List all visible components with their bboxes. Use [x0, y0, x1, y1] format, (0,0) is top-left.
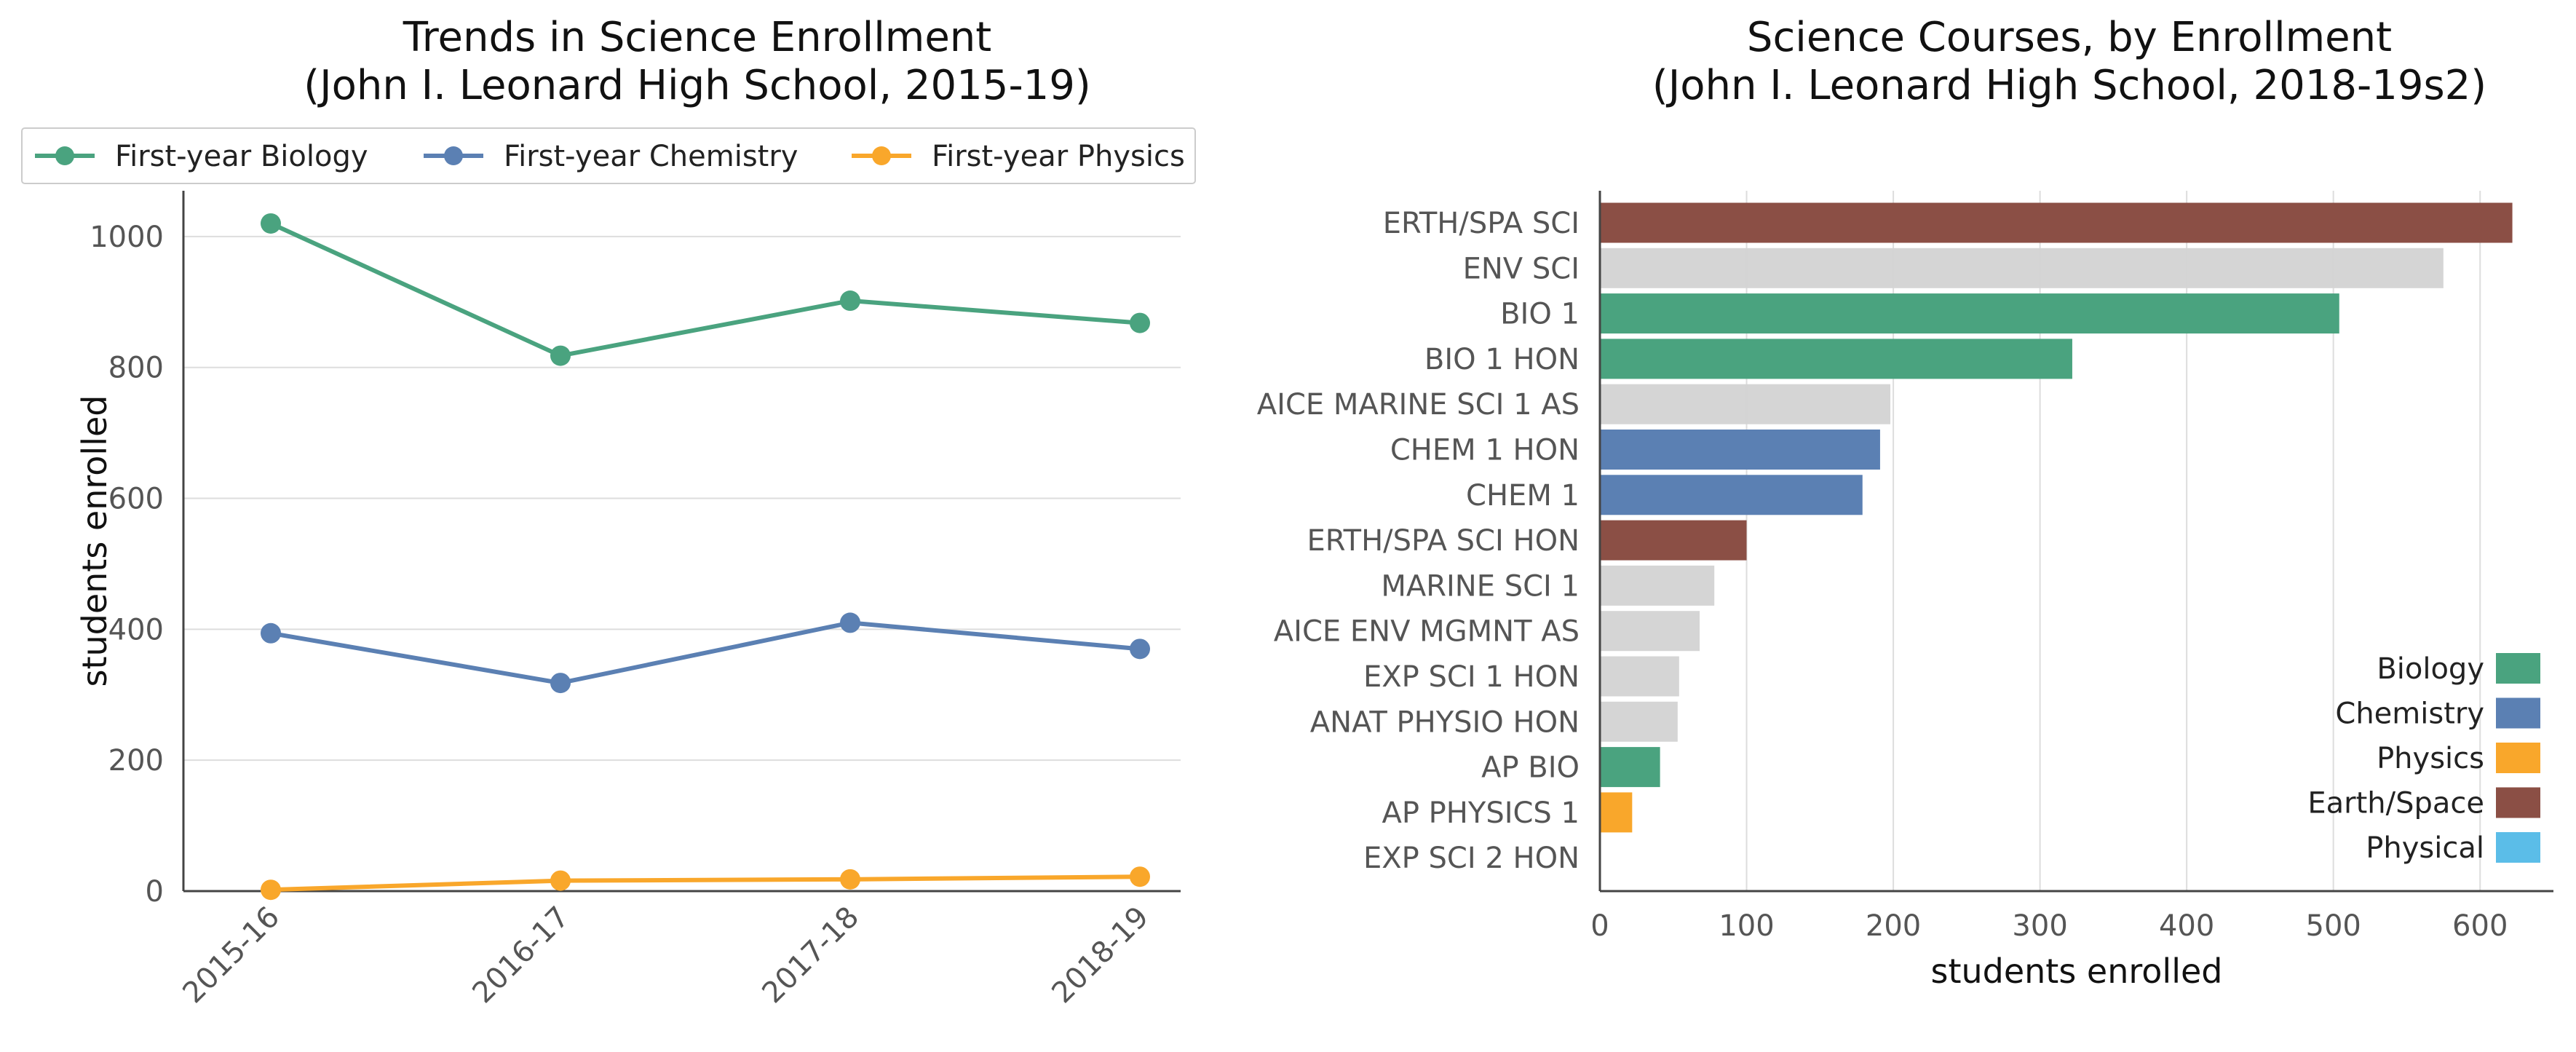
- bar-3: [1600, 339, 2072, 379]
- line-chart-y-tick-label: 400: [108, 613, 164, 646]
- bar-category-label: AP PHYSICS 1: [1382, 796, 1580, 830]
- line-chart-y-tick-label: 200: [108, 744, 164, 778]
- bar-chart-x-tick-label: 400: [2159, 909, 2214, 943]
- bar-legend-label-1: Chemistry: [2335, 697, 2484, 731]
- bar-chart-x-tick-label: 300: [2012, 909, 2067, 943]
- bar-legend-swatch-2: [2496, 743, 2540, 773]
- line-chart: Trends in Science Enrollment (John I. Le…: [21, 14, 1196, 1011]
- bar-chart-title-line2: (John I. Leonard High School, 2018-19s2): [1652, 62, 2486, 109]
- bar-4: [1600, 384, 1891, 424]
- line-point-2-3: [1130, 866, 1150, 887]
- line-point-1-3: [1130, 638, 1150, 660]
- line-chart-x-tick-label: 2018-19: [1045, 901, 1155, 1011]
- bar-13: [1600, 792, 1633, 833]
- bar-12: [1600, 747, 1660, 788]
- line-series-2: [270, 874, 1141, 893]
- line-point-0-0: [261, 213, 281, 234]
- bar-legend-label-4: Physical: [2366, 831, 2484, 865]
- bar-chart-x-tick-label: 500: [2306, 909, 2361, 943]
- bar-legend-swatch-3: [2496, 787, 2540, 818]
- bar-9: [1600, 611, 1700, 652]
- bar-6: [1600, 475, 1863, 515]
- bar-chart-category-labels: ERTH/SPA SCI ENV SCI BIO 1 BIO 1 HON AICE MA…: [1257, 207, 1580, 875]
- line-chart-y-tick-label: 800: [108, 352, 164, 385]
- line-chart-x-tick-label: 2015-16: [176, 901, 286, 1011]
- line-point-1-2: [840, 612, 860, 633]
- bar-category-label: ERTH/SPA SCI: [1383, 207, 1580, 240]
- line-point-1-1: [550, 673, 571, 694]
- bar-2: [1600, 293, 2339, 334]
- bar-category-label: CHEM 1 HON: [1390, 434, 1580, 467]
- line-chart-y-tick-label: 600: [108, 483, 164, 516]
- legend-marker-2: [872, 146, 891, 165]
- bar-chart-x-tick-label: 200: [1866, 909, 1921, 943]
- line-point-0-1: [550, 345, 571, 366]
- bar-legend-swatch-4: [2496, 832, 2540, 863]
- bar-category-label: AP BIO: [1481, 751, 1580, 785]
- line-chart-x-tick-label: 2016-17: [466, 901, 576, 1011]
- bar-10: [1600, 656, 1679, 697]
- line-point-0-3: [1130, 312, 1150, 333]
- bar-1: [1600, 248, 2444, 288]
- bar-8: [1600, 565, 1715, 606]
- line-chart-axes: [182, 191, 1181, 893]
- bar-7: [1600, 520, 1747, 561]
- bar-legend-label-0: Biology: [2377, 652, 2484, 686]
- line-chart-series: [261, 213, 1150, 901]
- bar-chart-axes: [1598, 191, 2553, 893]
- line-chart-legend: First-year Biology First-year Chemistry Fi…: [21, 127, 1196, 184]
- line-chart-legend-frame: [21, 127, 1196, 184]
- legend-label-0: First-year Biology: [115, 140, 368, 173]
- bar-chart: Science Courses, by Enrollment (John I. …: [1257, 14, 2553, 991]
- bar-chart-bars: [1600, 202, 2513, 833]
- legend-label-2: First-year Physics: [932, 140, 1185, 173]
- line-chart-y-tick-label: 1000: [90, 221, 164, 254]
- bar-category-label: EXP SCI 2 HON: [1363, 842, 1580, 875]
- bar-category-label: ANAT PHYSIO HON: [1310, 705, 1580, 739]
- bar-category-label: BIO 1 HON: [1424, 343, 1580, 376]
- line-chart-y-tick-label: 0: [146, 875, 164, 909]
- line-chart-gridlines: [183, 235, 1181, 762]
- bar-11: [1600, 701, 1678, 742]
- line-point-2-0: [261, 879, 281, 901]
- bar-legend-swatch-1: [2496, 697, 2540, 729]
- legend-marker-0: [55, 146, 74, 165]
- line-point-1-0: [261, 622, 281, 644]
- bar-chart-legend: Biology Chemistry Physics Earth/Space Physic…: [2307, 652, 2540, 865]
- bar-category-label: CHEM 1: [1466, 479, 1580, 513]
- bar-chart-x-label: students enrolled: [1931, 952, 2223, 991]
- bar-chart-x-tick-label: 0: [1590, 909, 1609, 943]
- bar-legend-label-3: Earth/Space: [2307, 787, 2484, 820]
- legend-marker-1: [444, 146, 463, 165]
- bar-category-label: AICE ENV MGMNT AS: [1274, 615, 1580, 649]
- bar-chart-title-line1: Science Courses, by Enrollment: [1747, 14, 2392, 61]
- bar-chart-x-tick-label: 600: [2452, 909, 2508, 943]
- bar-legend-swatch-0: [2496, 653, 2540, 684]
- legend-label-1: First-year Chemistry: [504, 140, 798, 173]
- line-chart-x-ticks: 2015-16 2016-17 2017-18 2018-19: [176, 901, 1155, 1011]
- bar-legend-label-2: Physics: [2377, 742, 2484, 775]
- bar-category-label: AICE MARINE SCI 1 AS: [1257, 388, 1580, 422]
- bar-category-label: EXP SCI 1 HON: [1363, 660, 1580, 694]
- bar-chart-x-tick-label: 100: [1719, 909, 1774, 943]
- line-chart-title-line1: Trends in Science Enrollment: [403, 14, 991, 61]
- line-chart-title-line2: (John I. Leonard High School, 2015-19): [304, 62, 1091, 109]
- line-chart-y-ticks: 0 200 400 600 800 1000: [90, 221, 164, 909]
- bar-0: [1600, 202, 2513, 243]
- line-chart-x-tick-label: 2017-18: [756, 901, 865, 1011]
- line-series-1: [270, 620, 1141, 686]
- line-series-0: [269, 221, 1141, 358]
- bar-category-label: ENV SCI: [1463, 252, 1580, 285]
- bar-category-label: BIO 1: [1500, 298, 1580, 331]
- bar-chart-x-ticks: 0 100 200 300 400 500 600: [1590, 909, 2508, 943]
- bar-category-label: ERTH/SPA SCI HON: [1307, 524, 1580, 558]
- line-point-0-2: [840, 290, 860, 312]
- bar-category-label: MARINE SCI 1: [1381, 569, 1580, 603]
- line-chart-y-label: students enrolled: [75, 395, 114, 687]
- line-point-2-1: [550, 870, 571, 891]
- line-point-2-2: [840, 869, 860, 890]
- bar-5: [1600, 430, 1880, 470]
